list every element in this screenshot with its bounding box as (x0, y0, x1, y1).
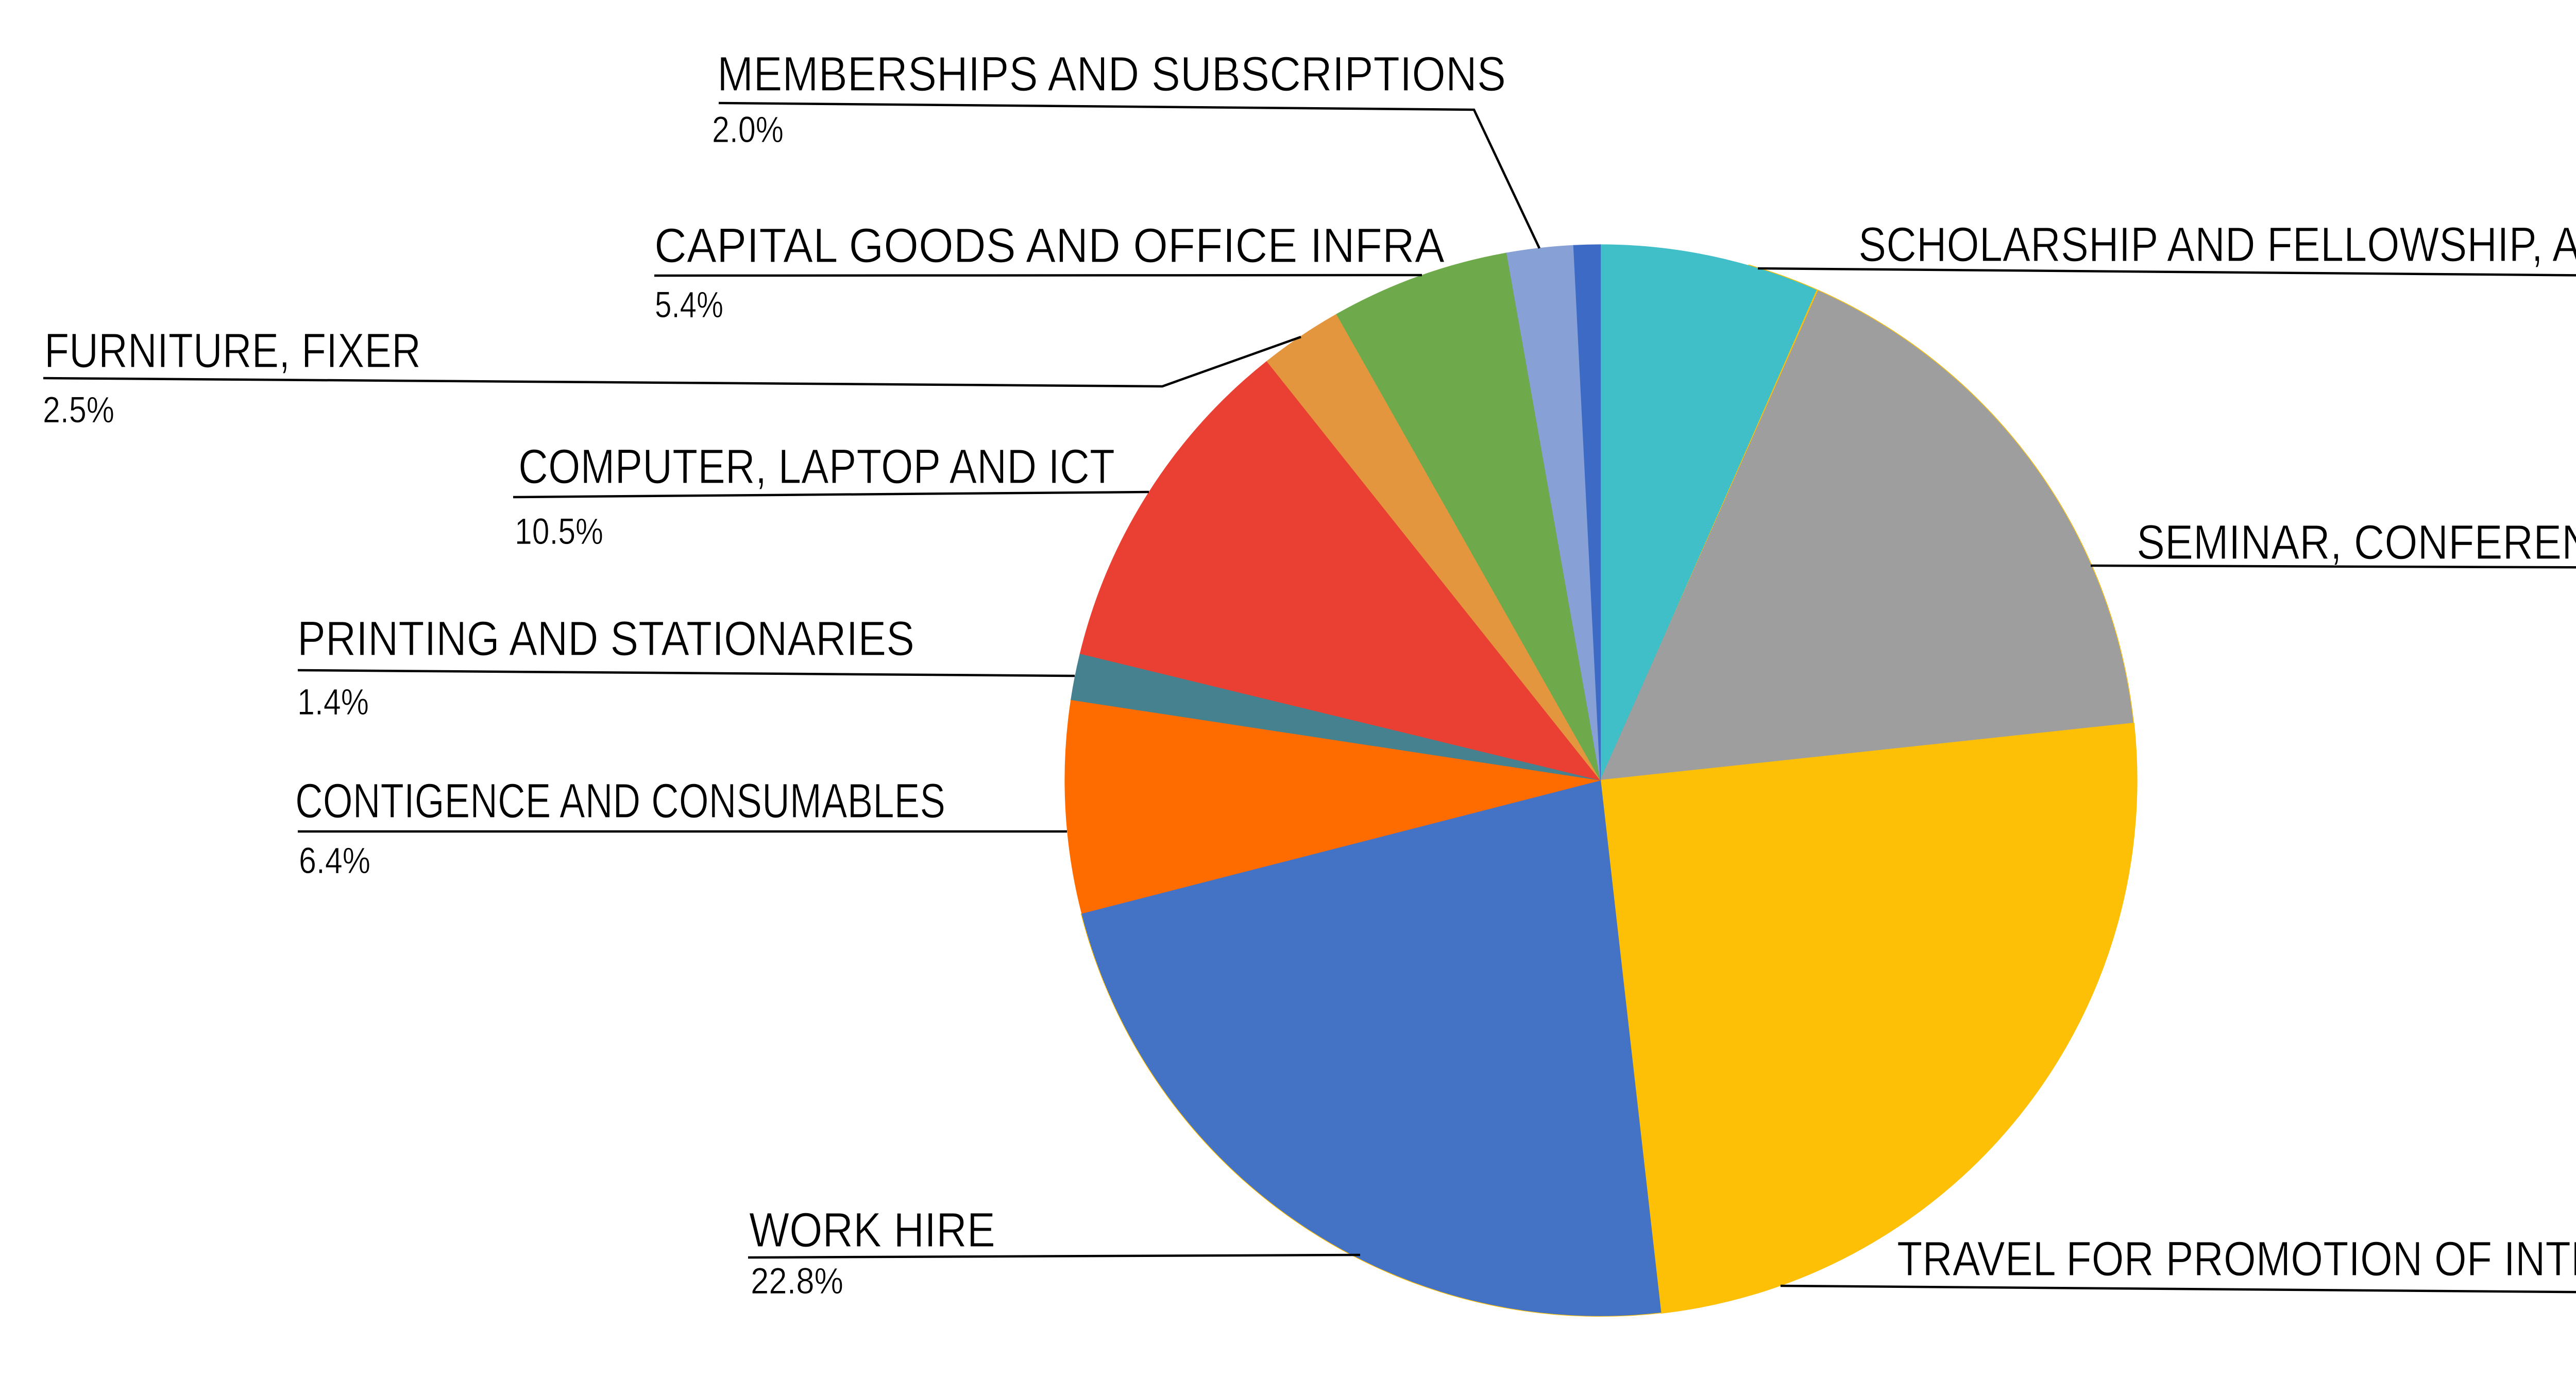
svg-text:2.0%: 2.0% (712, 110, 784, 150)
svg-text:CAPITAL GOODS AND OFFICE INFRA: CAPITAL GOODS AND OFFICE INFRA (654, 218, 1445, 273)
svg-text:6.4%: 6.4% (299, 841, 370, 881)
svg-text:MEMBERSHIPS AND SUBSCRIPTIONS: MEMBERSHIPS AND SUBSCRIPTIONS (717, 47, 1506, 101)
svg-text:SCHOLARSHIP AND FELLOWSHIP, AW: SCHOLARSHIP AND FELLOWSHIP, AWARDS, REWA… (1858, 217, 2576, 272)
svg-text:CONTIGENCE AND CONSUMABLES: CONTIGENCE AND CONSUMABLES (295, 774, 945, 828)
svg-text:FURNITURE, FIXER: FURNITURE, FIXER (44, 324, 421, 378)
svg-text:PRINTING AND STATIONARIES: PRINTING AND STATIONARIES (297, 611, 914, 666)
svg-text:5.4%: 5.4% (655, 285, 723, 326)
svg-text:SEMINAR, CONFERENCE, EVENTS AN: SEMINAR, CONFERENCE, EVENTS AND DELE... (2137, 515, 2576, 570)
svg-text:1.4%: 1.4% (297, 682, 369, 723)
svg-text:TRAVEL FOR PROMOTION OF INTERN: TRAVEL FOR PROMOTION OF INTERNATIONAL RE… (1897, 1232, 2576, 1286)
svg-text:WORK HIRE: WORK HIRE (749, 1203, 995, 1257)
svg-text:2.5%: 2.5% (43, 390, 114, 431)
svg-text:COMPUTER, LAPTOP AND ICT: COMPUTER, LAPTOP AND ICT (518, 439, 1115, 494)
svg-text:22.8%: 22.8% (751, 1261, 843, 1302)
svg-text:10.5%: 10.5% (515, 512, 603, 552)
